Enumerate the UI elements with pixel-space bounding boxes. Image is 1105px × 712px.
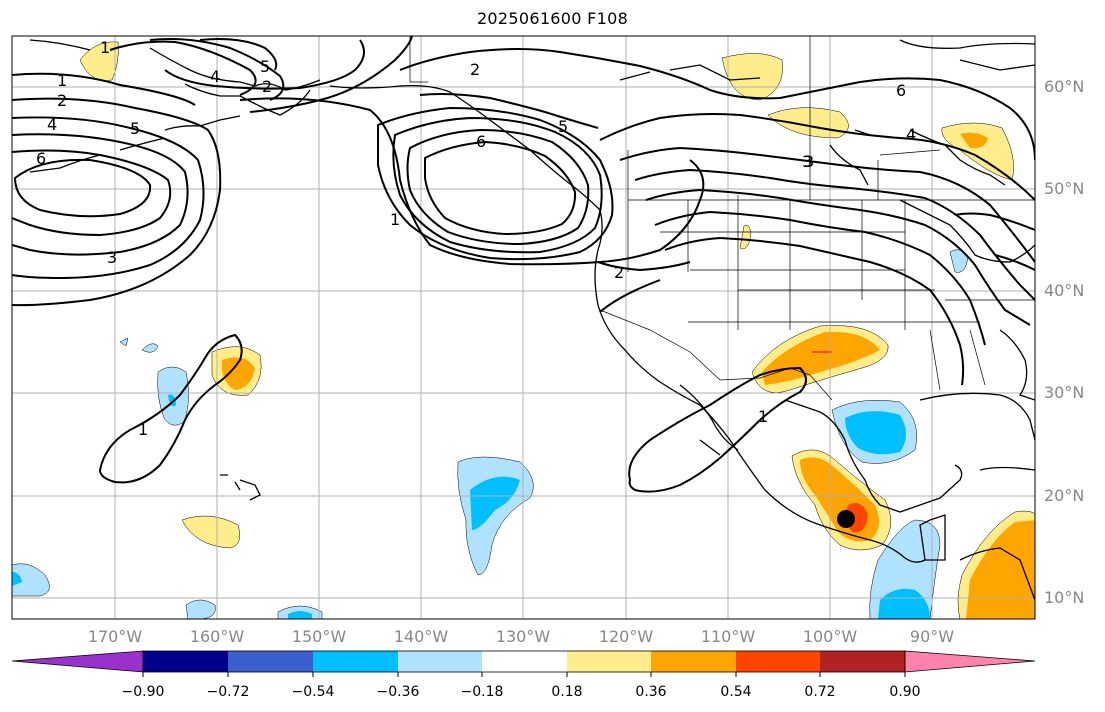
colorbar-tick-label: 0.36 [635,684,667,700]
colorbar-segment [228,651,313,672]
political-borders [409,36,1035,401]
colorbar-tick-label: −0.90 [121,684,165,700]
contour-label: 4 [906,125,916,144]
contour-label: 6 [476,132,486,151]
map-title: 2025061600 F108 [476,9,629,28]
negative-anomaly-core [470,476,520,530]
map-frame [11,35,1036,620]
lat-label: 50°N [1044,179,1085,198]
colorbar [11,650,1036,677]
contour-label: 2 [470,60,480,79]
colorbar-segment [567,651,651,672]
colorbar-extend-high [904,650,1036,673]
colorbar-tick-label: −0.54 [291,684,335,700]
contour-label: 2 [614,263,624,282]
contour-label: 1 [390,210,400,229]
colorbar-segment [736,651,820,672]
negative-anomaly-core [878,588,930,619]
contour-label: 5 [130,119,140,138]
contour-label: 3 [804,152,814,171]
negative-anomaly-core [845,411,906,455]
colorbar-segment [820,651,905,672]
contour-label: 2 [262,77,272,96]
colorbar-tick-label: −0.36 [376,684,420,700]
contour-label: 1 [57,71,67,90]
lat-label: 30°N [1044,383,1085,402]
positive-anomaly-core [960,132,988,149]
negative-anomaly-area [185,599,216,619]
lon-label: 100°W [802,627,858,646]
contour-label: 4 [47,115,57,134]
positive-anomaly-core [762,331,880,385]
colorbar-segment [313,651,398,672]
lon-label: 140°W [393,627,449,646]
lon-label: 150°W [291,627,347,646]
contour-label: 3 [802,152,812,171]
positive-anomaly-area [181,515,240,549]
contour-label: 6 [896,81,906,100]
colorbar-segment [143,651,228,672]
colorbar-segment [398,651,482,672]
lon-label: 160°W [189,627,245,646]
negative-anomaly-area [12,563,50,597]
colorbar-segment [482,651,567,672]
lon-label: 120°W [598,627,654,646]
contour-label: 1 [758,407,768,426]
positive-anomaly-area [79,41,119,81]
lat-label: 60°N [1044,77,1085,96]
positive-anomaly-core [966,520,1035,619]
height-contours [12,36,1035,493]
colorbar-tick-label: −0.18 [460,684,504,700]
contour-labels: 1 2 4 5 3 1 2 4 5 6 3 1 2 5 6 3 2 6 4 1 … [36,38,916,439]
lon-label: 130°W [495,627,551,646]
contour-label: 6 [36,149,46,168]
contour-label: 1 [138,420,148,439]
lat-label: 20°N [1044,486,1085,505]
colorbar-tick-label: −0.72 [206,684,250,700]
colorbar-tick-label: 0.90 [889,684,921,700]
positive-anomaly-core [221,357,255,390]
contour-label: 2 [57,91,67,110]
cyclone-marker [837,510,855,528]
lon-label: 90°W [909,627,955,646]
contour-label: 1 [100,38,110,57]
contour-label: 4 [210,67,220,86]
colorbar-extend-low [11,650,144,673]
contour-label: 5 [558,117,568,136]
lon-label: 110°W [700,627,756,646]
colorbar-segment [651,651,736,672]
contour-label: 5 [260,57,270,76]
colorbar-tick-label: 0.54 [720,684,752,700]
lat-label: 40°N [1044,281,1085,300]
contour-label: 3 [107,248,117,267]
colorbar-tick-label: 0.18 [551,684,583,700]
lat-label: 10°N [1044,588,1085,607]
colorbar-tick-label: 0.72 [804,684,836,700]
lon-label: 170°W [87,627,143,646]
